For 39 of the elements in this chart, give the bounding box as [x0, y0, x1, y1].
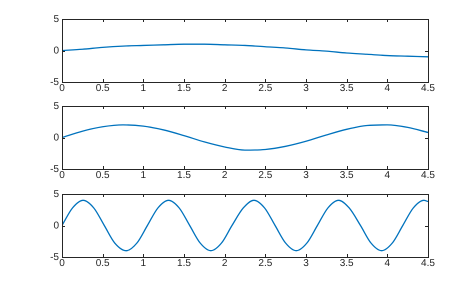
- x-tick-label: 2: [222, 82, 228, 94]
- y-tick-label: -5: [50, 252, 60, 263]
- x-tick-label: 0.5: [96, 82, 110, 94]
- line-series: [62, 124, 428, 151]
- x-tick-label: 2.5: [258, 170, 273, 181]
- x-tick-label: 2.5: [258, 82, 273, 94]
- x-tick-label: 1: [140, 170, 147, 181]
- x-tick-label: 1.5: [177, 170, 192, 181]
- x-tick-label: 0.5: [96, 170, 110, 181]
- x-tick-label: 4.5: [421, 170, 436, 181]
- x-tick-label: 1.5: [177, 82, 192, 94]
- line-series: [62, 44, 428, 58]
- y-tick-label: 0: [53, 220, 60, 232]
- x-tick-label: 2.5: [258, 258, 273, 269]
- x-tick-label: 0.5: [96, 258, 110, 269]
- x-tick-label: 4.5: [421, 82, 436, 94]
- x-tick-label: 3: [303, 170, 310, 181]
- x-tick-label: 3: [303, 258, 310, 269]
- x-tick-label: 3.5: [340, 82, 354, 94]
- y-tick-label: -5: [50, 164, 60, 175]
- x-tick-label: 3: [303, 82, 310, 94]
- x-tick-label: 4: [384, 258, 391, 269]
- x-tick-label: 4.5: [421, 258, 436, 269]
- x-tick-label: 1.5: [177, 258, 192, 269]
- x-tick-label: 1: [140, 258, 147, 269]
- x-tick-label: 4: [384, 82, 391, 94]
- y-tick-label: -5: [50, 76, 60, 88]
- x-tick-label: 2: [222, 170, 228, 181]
- x-tick-label: 2: [222, 258, 228, 269]
- x-tick-label: 1: [140, 82, 147, 94]
- y-tick-label: 5: [53, 188, 60, 200]
- y-tick-label: 5: [53, 100, 60, 112]
- y-tick-label: 5: [53, 14, 60, 25]
- x-tick-label: 4: [384, 170, 391, 181]
- y-tick-label: 0: [53, 45, 60, 56]
- x-tick-label: 3.5: [340, 258, 354, 269]
- x-tick-label: 3.5: [340, 170, 354, 181]
- line-series: [62, 200, 428, 252]
- y-tick-label: 0: [53, 132, 60, 144]
